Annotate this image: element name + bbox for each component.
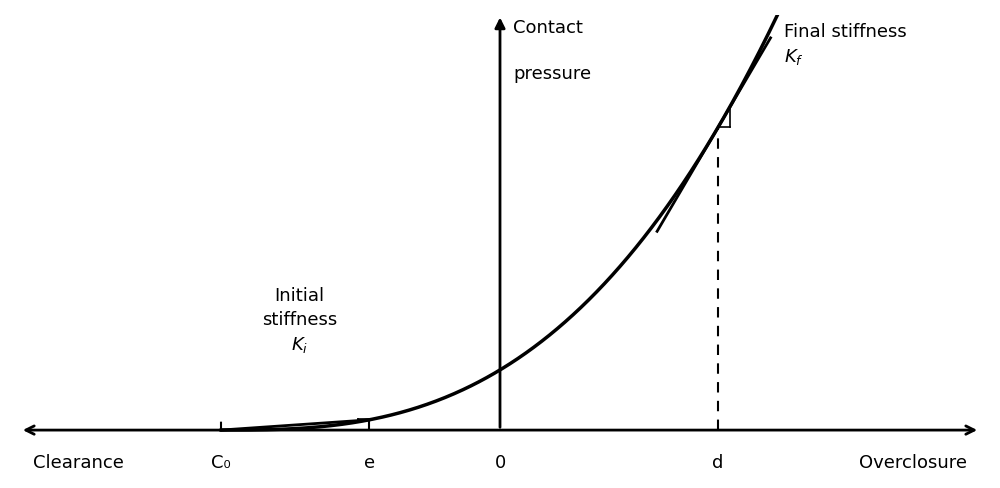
Text: Final stiffness
$K_f$: Final stiffness $K_f$ [784,23,906,67]
Text: C₀: C₀ [211,454,231,472]
Text: Clearance: Clearance [33,454,124,472]
Text: Initial
stiffness
$K_i$: Initial stiffness $K_i$ [262,287,337,355]
Text: e: e [364,454,375,472]
Text: Overclosure: Overclosure [859,454,967,472]
Text: pressure: pressure [513,65,591,83]
Text: 0: 0 [494,454,506,472]
Text: d: d [712,454,724,472]
Text: Contact: Contact [513,19,583,37]
